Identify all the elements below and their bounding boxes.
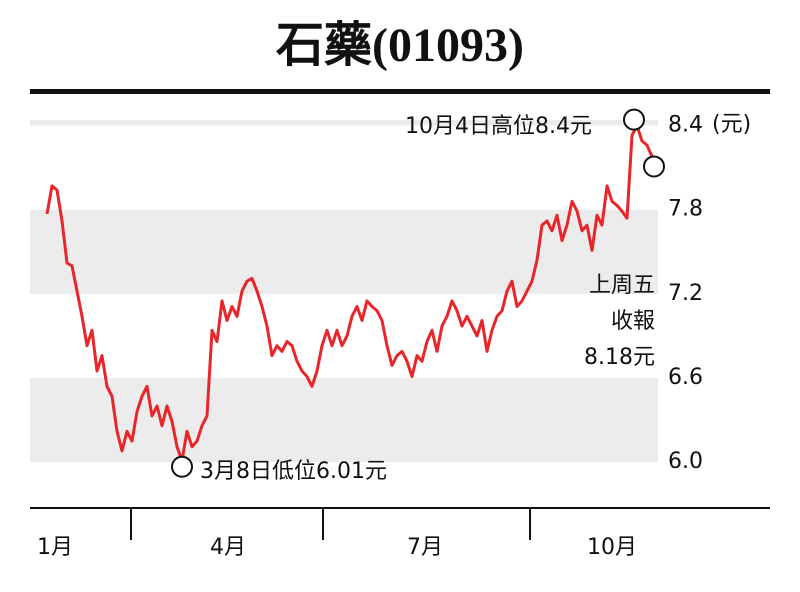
- point-marker: [643, 155, 665, 178]
- y-tick-label: 7.8: [668, 197, 703, 222]
- price-line: [45, 124, 654, 463]
- x-tick-label: 1月: [37, 535, 73, 560]
- annotation: 收報: [611, 309, 655, 334]
- x-tick-label: 4月: [210, 535, 246, 560]
- y-tick-label: 8.4: [668, 113, 703, 138]
- y-unit: (元): [712, 112, 751, 137]
- annotation: 3月8日低位6.01元: [200, 459, 387, 484]
- band: [30, 120, 658, 126]
- y-tick-label: 6.6: [668, 365, 703, 390]
- point-marker: [171, 455, 193, 478]
- plot: [45, 108, 665, 478]
- x-tick-label: 10月: [587, 535, 637, 560]
- x-tick-label: 7月: [407, 535, 443, 560]
- annotation: 8.18元: [584, 345, 655, 370]
- y-tick-label: 7.2: [668, 281, 703, 306]
- band: [30, 378, 658, 463]
- bands: [30, 120, 658, 463]
- band: [30, 209, 658, 294]
- y-tick-label: 6.0: [668, 449, 703, 474]
- annotation: 10月4日高位8.4元: [405, 114, 592, 139]
- title-rule: [30, 89, 770, 94]
- annotation: 上周五: [589, 273, 655, 298]
- chart-title: 石藥(01093): [276, 19, 524, 72]
- point-marker: [623, 108, 645, 131]
